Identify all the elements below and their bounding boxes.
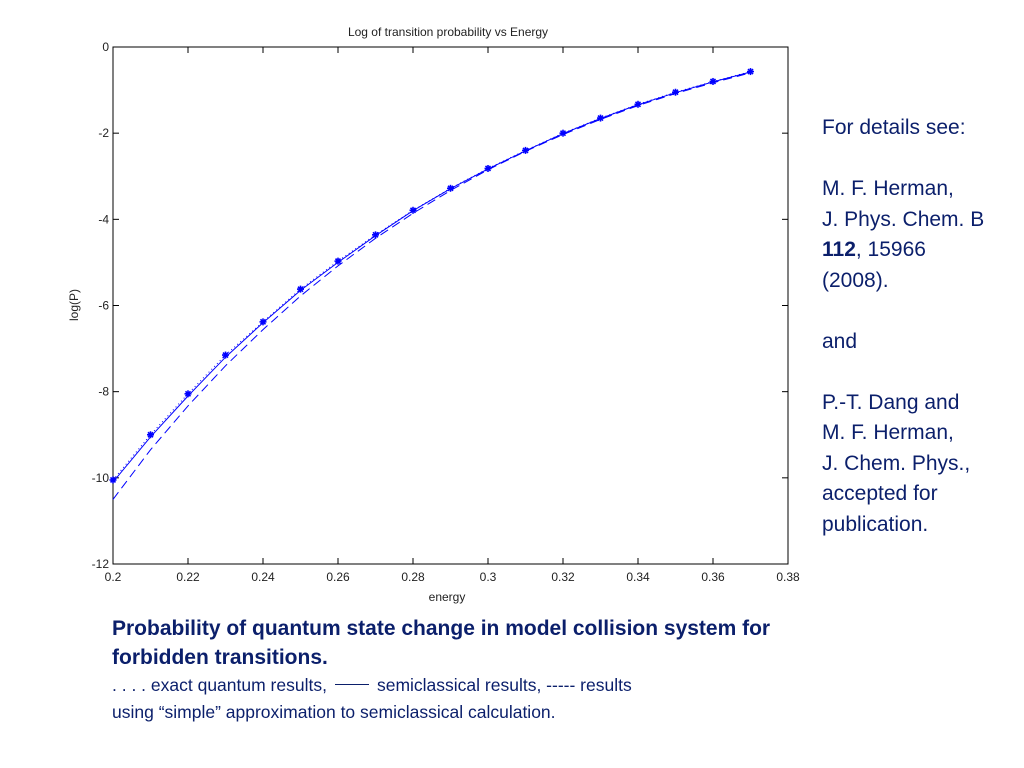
reference-text: For details see: [822, 116, 966, 139]
reference-text: (2008). [822, 268, 889, 292]
chart: Log of transition probability vs Energy … [67, 25, 800, 604]
caption-legend-line: . . . . exact quantum results, semiclassi… [112, 672, 812, 699]
axis-ticks: 0.2 0.22 0.24 0.26 0.28 0.3 0.32 0.34 0.36 0.38 0 -… [92, 40, 800, 584]
reference-text: accepted for [822, 482, 938, 505]
x-axis-title: energy [429, 590, 466, 604]
x-tick-label: 0.3 [480, 570, 497, 584]
reference-volume: 112 [822, 238, 856, 261]
reference-line [822, 357, 1022, 388]
exact-quantum-marker [334, 257, 342, 265]
legend-semiclassical: semiclassical results, ----- results [376, 675, 632, 695]
x-tick-label: 0.38 [776, 570, 800, 584]
series-layer [109, 68, 754, 500]
reference-line: M. F. Herman, [822, 418, 1022, 449]
x-tick-label: 0.28 [401, 570, 425, 584]
y-axis-title: log(P) [67, 289, 81, 321]
y-tick-label: -6 [98, 299, 109, 313]
y-tick-label: -4 [98, 212, 109, 226]
reference-line [822, 296, 1022, 327]
reference-line: and [822, 327, 1022, 358]
reference-line: 112, 15966 [822, 235, 1022, 266]
reference-line: (2008). [822, 266, 1022, 297]
caption-legend-line-2: using “simple” approximation to semiclas… [112, 702, 556, 722]
reference-line: P.-T. Dang and [822, 388, 1022, 419]
figure-caption: Probability of quantum state change in m… [112, 614, 812, 726]
x-tick-label: 0.24 [251, 570, 275, 584]
exact-quantum-marker [259, 318, 267, 326]
legend-solid-line-sample [334, 683, 369, 685]
caption-heading-line-2: forbidden transitions. [112, 646, 328, 669]
exact-quantum-dotted-line [112, 71, 751, 481]
reference-notes: For details see: M. F. Herman, J. Phys. Ch… [822, 113, 1022, 540]
x-tick-label: 0.26 [326, 570, 350, 584]
reference-text: J. Chem. Phys., [822, 451, 971, 475]
plot-area-frame [112, 46, 789, 565]
y-tick-label: -2 [98, 126, 109, 140]
reference-text: P.-T. Dang and [822, 390, 960, 414]
legend-exact-quantum: . . . . exact quantum results, [112, 675, 327, 695]
reference-text: J. Phys. Chem. B [822, 207, 985, 231]
simple-approximation-dashed-line [112, 72, 751, 500]
reference-line: J. Chem. Phys., [822, 449, 1022, 480]
semiclassical-line [112, 71, 751, 483]
exact-quantum-marker [747, 68, 754, 76]
exact-quantum-marker [109, 476, 117, 484]
y-tick-label: -8 [98, 385, 109, 399]
y-tick-label: -10 [92, 471, 110, 485]
x-tick-label: 0.22 [176, 570, 200, 584]
reference-line: accepted for [822, 479, 1022, 510]
caption-heading: Probability of quantum state change in m… [112, 617, 771, 640]
y-tick-label: -12 [92, 557, 110, 571]
reference-text: , 15966 [855, 238, 926, 261]
x-tick-label: 0.34 [626, 570, 650, 584]
reference-line: publication. [822, 510, 1022, 541]
x-tick-label: 0.32 [551, 570, 575, 584]
x-tick-label: 0.2 [105, 570, 122, 584]
reference-text: publication. [822, 512, 929, 536]
reference-text: M. F. Herman, [822, 421, 954, 444]
chart-title: Log of transition probability vs Energy [348, 25, 548, 39]
reference-line [822, 144, 1022, 175]
reference-text: M. F. Herman, [822, 177, 954, 200]
reference-text: and [822, 329, 858, 353]
x-tick-label: 0.36 [701, 570, 725, 584]
y-tick-label: 0 [102, 40, 109, 54]
reference-line: J. Phys. Chem. B [822, 205, 1022, 236]
reference-line: M. F. Herman, [822, 174, 1022, 205]
reference-line: For details see: [822, 113, 1022, 144]
